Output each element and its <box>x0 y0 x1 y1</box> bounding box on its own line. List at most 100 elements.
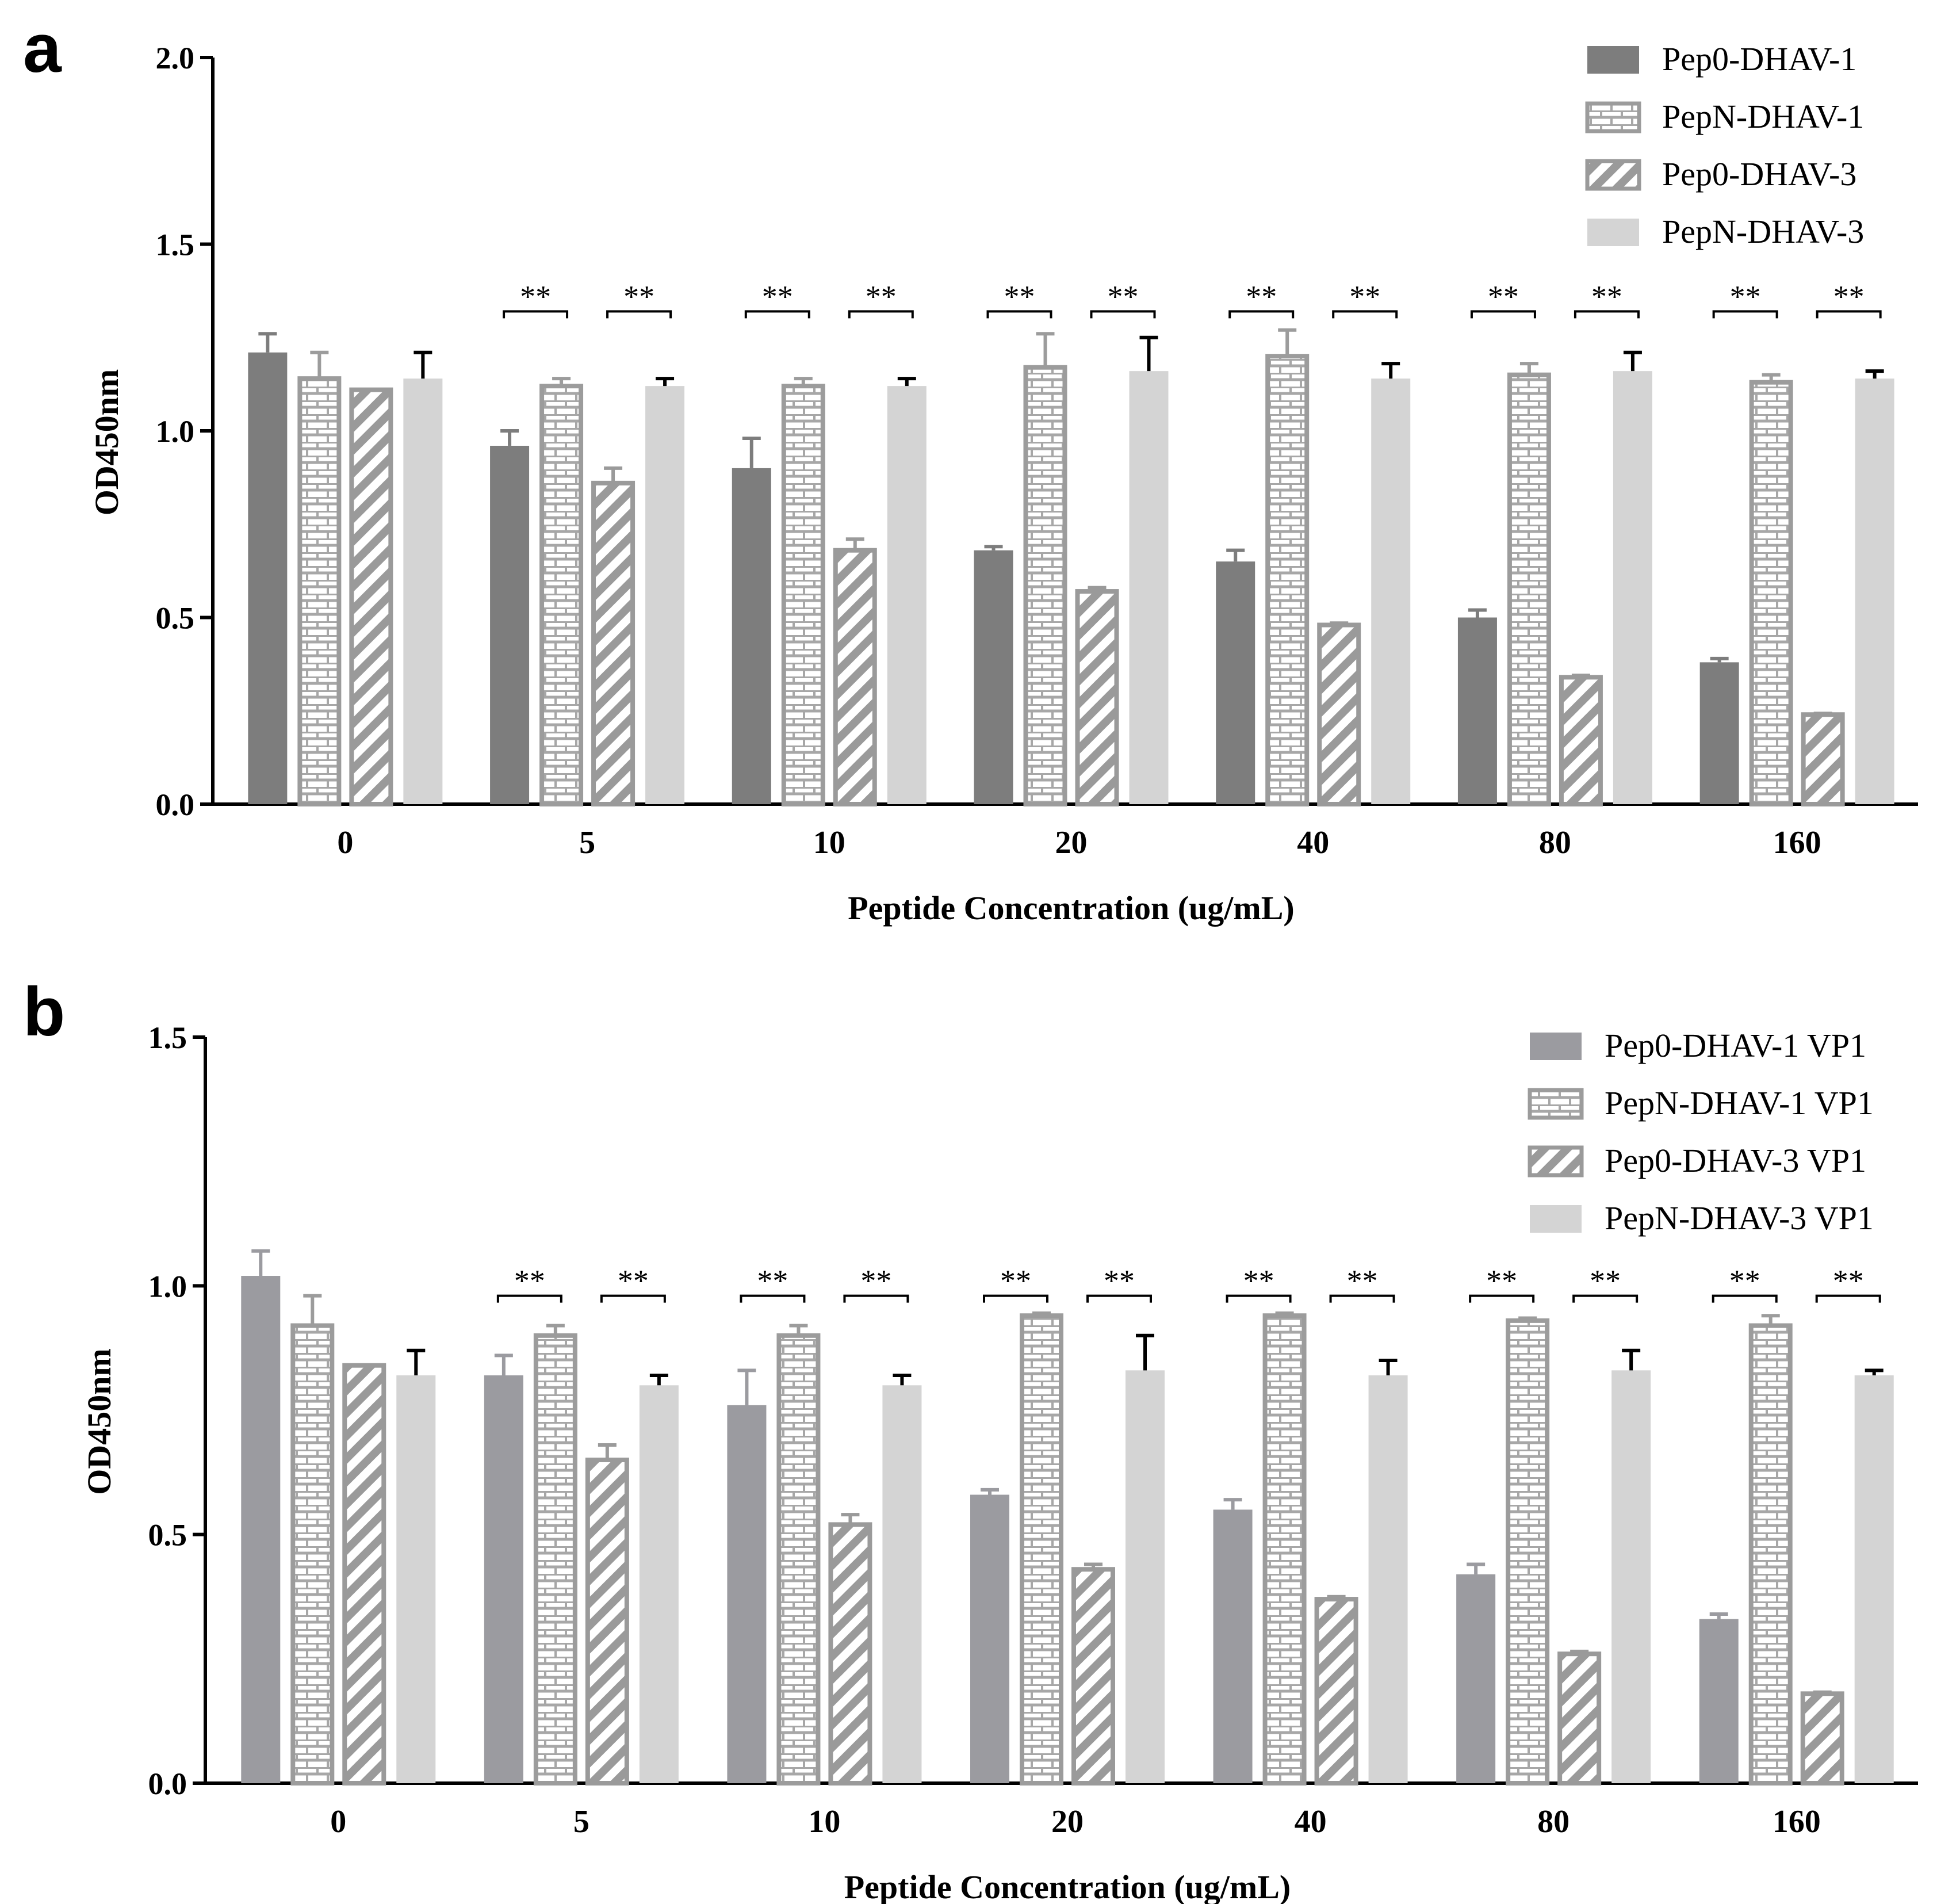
legend-swatch <box>1528 1088 1584 1120</box>
significance-bracket <box>848 310 914 319</box>
panel-label: a <box>23 10 62 87</box>
x-tick-label: 0 <box>337 825 353 861</box>
bar <box>1317 622 1361 806</box>
y-tick-label: 0.0 <box>148 1767 187 1801</box>
significance-label: ** <box>1104 1264 1135 1298</box>
bar <box>1457 617 1497 804</box>
legend-swatch <box>1587 219 1639 246</box>
bar <box>1801 712 1845 806</box>
significance-label: ** <box>1590 1264 1621 1298</box>
legend-label: Pep0-DHAV-1 VP1 <box>1605 1027 1866 1064</box>
y-tick-label: 1.0 <box>148 1269 187 1303</box>
bar <box>1748 1323 1793 1786</box>
x-tick-label: 20 <box>1051 1804 1084 1840</box>
bar <box>585 1457 629 1786</box>
x-tick-label: 10 <box>813 825 845 861</box>
bar <box>882 1385 922 1783</box>
legend-label: Pep0-DHAV-1 <box>1662 40 1856 78</box>
significance-label: ** <box>1243 1264 1274 1298</box>
significance-bracket <box>1712 310 1778 319</box>
significance-bracket <box>1574 310 1640 319</box>
significance-label: ** <box>860 1264 891 1298</box>
bar <box>342 1363 386 1786</box>
bar <box>533 1333 577 1786</box>
legend-label: Pep0-DHAV-3 <box>1662 155 1856 193</box>
bar <box>490 445 530 804</box>
bar <box>776 1333 821 1786</box>
significance-label: ** <box>1729 1264 1760 1298</box>
significance-bracket <box>843 1294 909 1303</box>
bar <box>1314 1597 1358 1786</box>
significance-label: ** <box>1833 279 1865 313</box>
significance-bracket <box>1090 310 1156 319</box>
significance-bracket <box>606 310 672 319</box>
significance-label: ** <box>623 279 654 313</box>
legend-swatch <box>1530 1205 1582 1233</box>
significance-label: ** <box>1591 279 1622 313</box>
y-axis-label: OD450nm <box>88 369 125 516</box>
x-tick-label: 20 <box>1055 825 1088 861</box>
legend-label: Pep0-DHAV-3 VP1 <box>1605 1142 1866 1179</box>
legend-swatch <box>1585 159 1641 191</box>
bar <box>639 1385 679 1783</box>
legend-label: PepN-DHAV-1 VP1 <box>1605 1084 1874 1122</box>
bar <box>781 384 825 806</box>
significance-bracket <box>1226 1294 1292 1303</box>
bar <box>297 376 342 806</box>
significance-label: ** <box>1108 279 1139 313</box>
bar <box>1506 1318 1550 1786</box>
significance-label: ** <box>757 1264 788 1298</box>
x-axis-label: Peptide Concentration (ug/mL) <box>844 1868 1291 1904</box>
bar <box>248 352 288 804</box>
significance-bracket <box>1332 310 1398 319</box>
bar <box>1507 372 1551 806</box>
y-tick-label: 1.5 <box>148 1020 187 1055</box>
legend-swatch <box>1530 1033 1582 1060</box>
significance-label: ** <box>520 279 551 313</box>
significance-label: ** <box>514 1264 545 1298</box>
y-tick-label: 1.0 <box>156 414 195 449</box>
bar <box>1699 1619 1739 1783</box>
bar <box>349 387 393 806</box>
bar <box>1023 365 1067 806</box>
y-tick-label: 1.5 <box>156 228 195 262</box>
bar <box>828 1522 872 1786</box>
significance-label: ** <box>1833 1264 1864 1298</box>
x-tick-label: 160 <box>1773 1804 1821 1840</box>
significance-bracket <box>1712 1294 1778 1303</box>
bar <box>1216 561 1255 804</box>
bar <box>1368 1375 1408 1783</box>
panel-a-chart: a 0.0 0.5 1.0 1.5 2.0 OD450nm Peptide Concentra… <box>23 10 1918 927</box>
y-axis-label: OD450nm <box>81 1348 118 1495</box>
significance-bracket <box>1816 310 1882 319</box>
bar <box>1613 371 1652 804</box>
significance-label: ** <box>762 279 793 313</box>
significance-bracket <box>740 1294 806 1303</box>
legend-label: PepN-DHAV-3 <box>1662 213 1864 250</box>
significance-bracket <box>1572 1294 1639 1303</box>
bar <box>1749 380 1793 806</box>
bar <box>1213 1509 1253 1783</box>
significance-bracket <box>1469 1294 1535 1303</box>
significance-bracket <box>1815 1294 1881 1303</box>
significance-bracket <box>983 1294 1048 1303</box>
y-tick-label: 0.0 <box>156 787 195 822</box>
significance-label: ** <box>1347 1264 1378 1298</box>
significance-label: ** <box>1488 279 1519 313</box>
bar <box>887 386 927 804</box>
significance-label: ** <box>1486 1264 1517 1298</box>
x-tick-label: 5 <box>573 1804 589 1840</box>
significance-label: ** <box>866 279 897 313</box>
bar <box>1855 378 1894 804</box>
x-tick-label: 10 <box>808 1804 840 1840</box>
bar <box>1075 589 1119 806</box>
x-tick-label: 160 <box>1773 825 1821 861</box>
significance-label: ** <box>1000 1264 1031 1298</box>
significance-bracket <box>986 310 1052 319</box>
panel-label: b <box>23 973 65 1050</box>
x-tick-label: 40 <box>1295 1804 1327 1840</box>
legend-swatch <box>1587 46 1639 74</box>
panel-b-chart: b 0.0 0.5 1.0 1.5 OD450nm Peptide Concentratio… <box>23 973 1918 1904</box>
bar <box>1371 378 1411 804</box>
